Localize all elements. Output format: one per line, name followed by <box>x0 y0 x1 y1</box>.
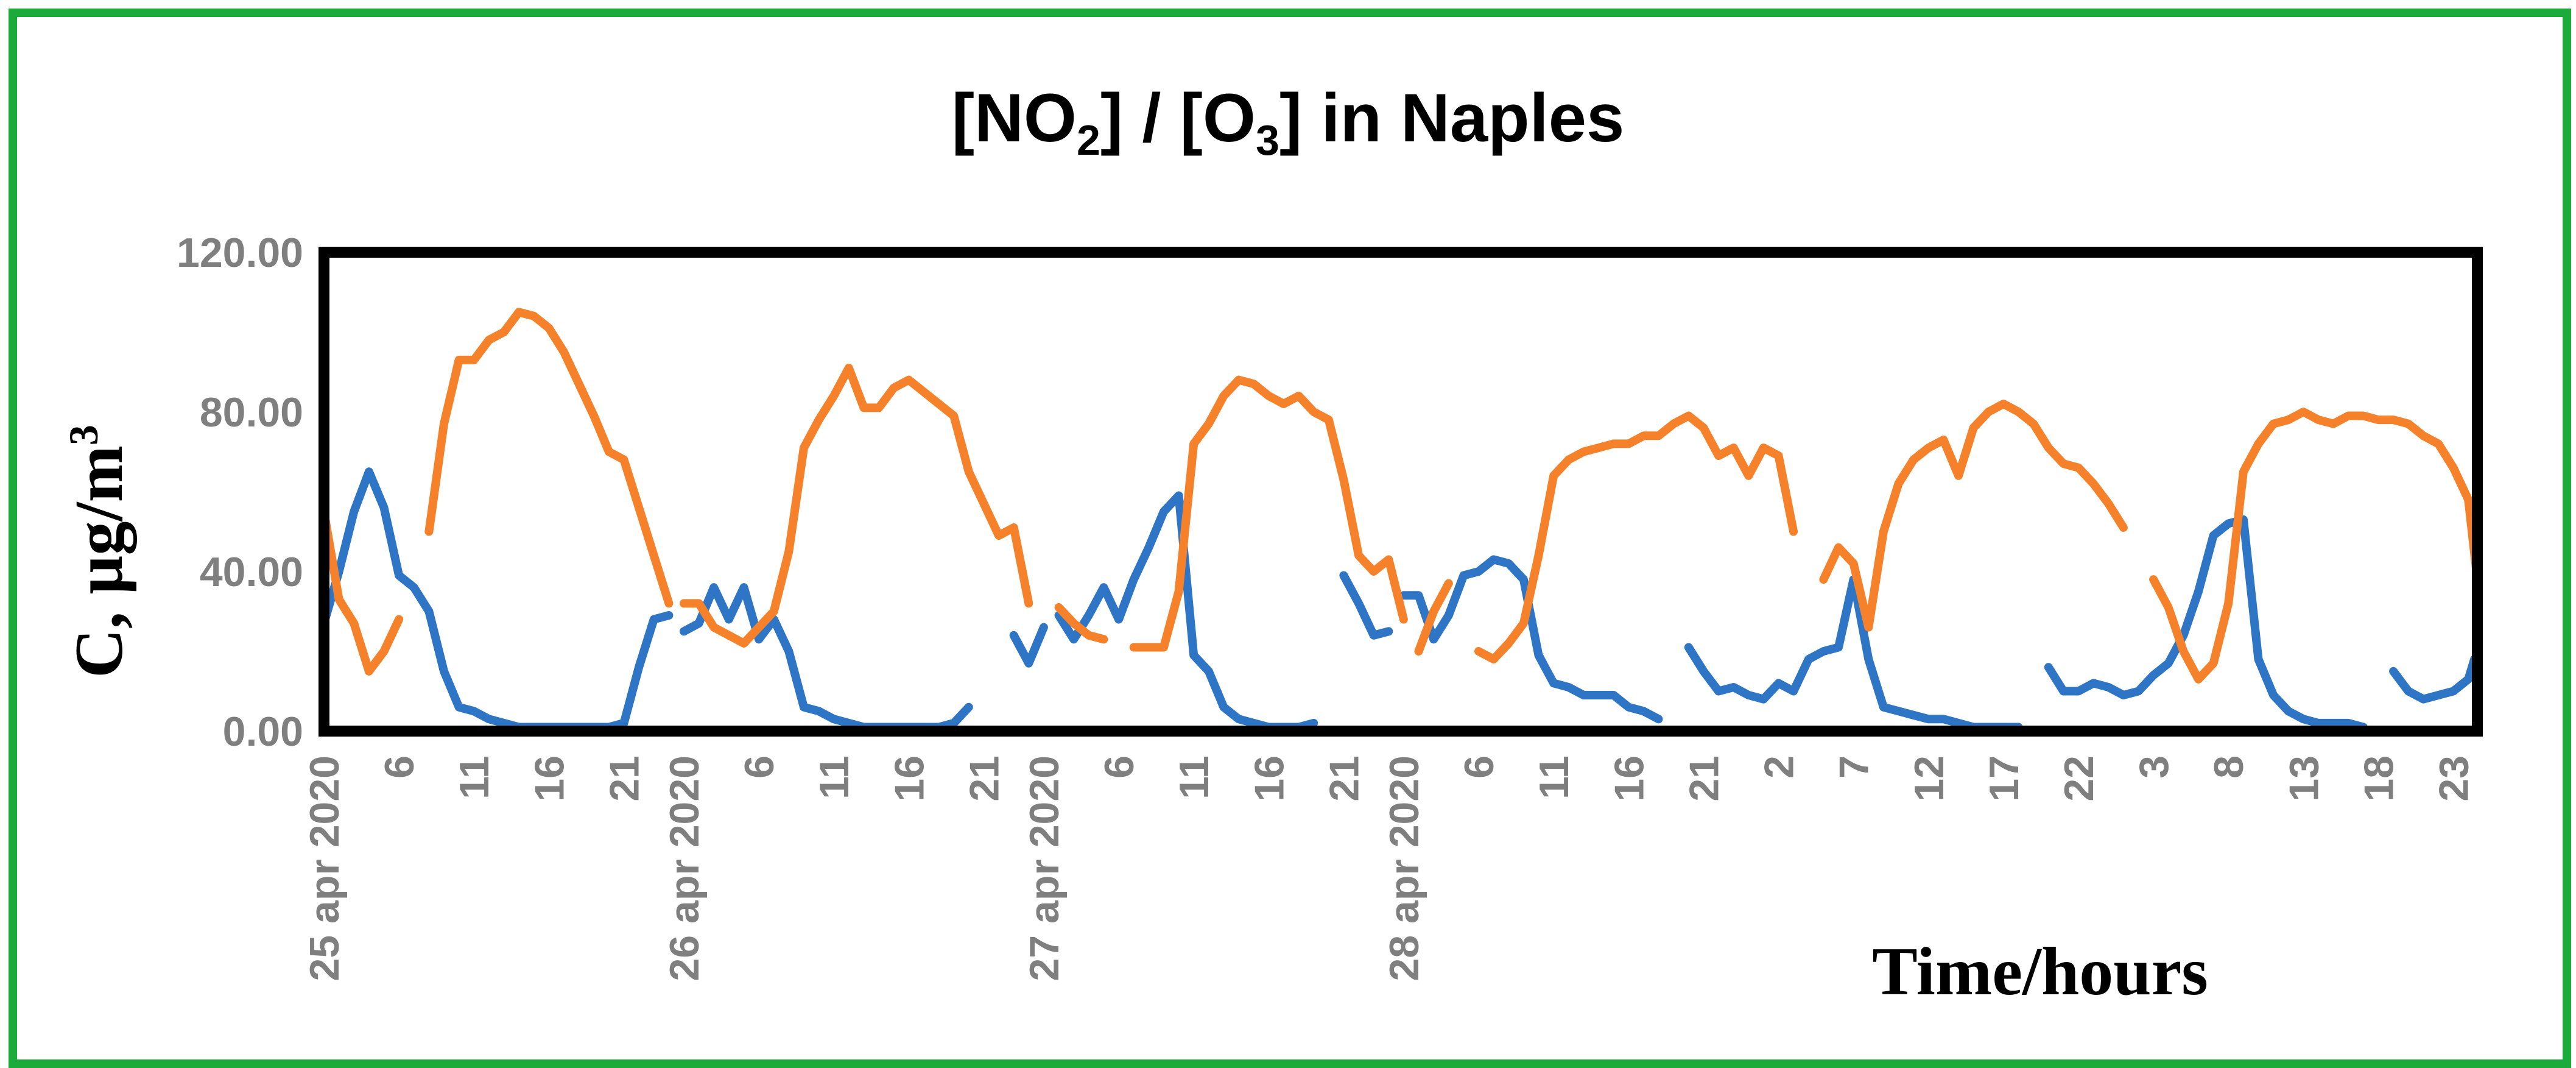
y-tick-label: 120.00 <box>177 230 303 276</box>
x-tick-label: 18 <box>2356 755 2402 802</box>
y-axis-label-sup: 3 <box>60 425 107 445</box>
x-tick-label: 16 <box>1246 755 1292 802</box>
title-sub-3: 3 <box>1256 116 1279 164</box>
series-line-segment-no2 <box>1684 575 2023 732</box>
series-line-segment-o3 <box>320 507 404 676</box>
x-tick-label: 12 <box>1906 755 1952 802</box>
x-tick-label: 6 <box>376 755 423 779</box>
title-part-3: ] in Naples <box>1279 80 1624 156</box>
series-line-segment-no2 <box>2044 515 2368 732</box>
y-tick-label: 0.00 <box>223 709 303 755</box>
series-line-segment-no2 <box>1339 571 1393 640</box>
chart-title: [NO2] / [O3] in Naples <box>952 80 1625 164</box>
x-tick-label: 11 <box>451 755 498 799</box>
x-tick-label: 25 apr 2020 <box>301 755 348 981</box>
series-line-segment-o3 <box>1129 375 1408 652</box>
x-tick-label: 22 <box>2056 755 2102 802</box>
title-part-1: [NO <box>952 80 1077 156</box>
x-tick-label: 28 apr 2020 <box>1381 755 1427 981</box>
x-tick-label: 21 <box>602 755 648 802</box>
title-sub-2: 2 <box>1077 116 1100 164</box>
x-tick-label: 17 <box>1981 755 2027 802</box>
series-line-segment-no2 <box>2389 655 2479 704</box>
y-axis-label-main: C, µg/m <box>62 445 137 678</box>
x-tick-label: 11 <box>1531 755 1577 799</box>
x-tick-label: 27 apr 2020 <box>1021 755 1068 981</box>
series-line-segment-no2 <box>320 467 674 732</box>
x-tick-label: 8 <box>2206 755 2252 779</box>
series-line-segment-o3 <box>1819 399 2128 632</box>
series-line-segment-no2 <box>1009 623 1048 668</box>
x-tick-label: 2 <box>1756 755 1803 779</box>
x-tick-label: 23 <box>2431 755 2477 802</box>
series-layer <box>320 308 2482 732</box>
x-tick-label: 6 <box>736 755 783 779</box>
x-tick-label: 11 <box>811 755 857 799</box>
x-tick-label: 13 <box>2281 755 2327 802</box>
plot-area-border <box>318 247 2483 737</box>
y-tick-label: 80.00 <box>200 389 303 436</box>
series-line-segment-o3 <box>2149 408 2482 684</box>
series-line-segment-o3 <box>680 364 1033 648</box>
series-line-segment-no2 <box>1399 555 1663 724</box>
series-line-segment-o3 <box>424 308 674 608</box>
x-tick-label: 6 <box>1096 755 1142 779</box>
x-tick-label: 26 apr 2020 <box>661 755 708 981</box>
y-axis-label: C, µg/m3 <box>60 425 137 678</box>
series-line-segment-o3 <box>1474 411 1798 664</box>
y-tick-label: 40.00 <box>200 549 303 595</box>
x-tick-label: 7 <box>1831 755 1877 779</box>
x-tick-label: 11 <box>1171 755 1217 799</box>
series-o3 <box>320 308 2482 684</box>
y-axis-ticks: 0.00 40.00 80.00 120.00 <box>177 230 303 755</box>
x-tick-label: 21 <box>1681 755 1727 802</box>
x-tick-label: 3 <box>2131 755 2177 779</box>
x-tick-label: 16 <box>526 755 572 802</box>
x-tick-label: 21 <box>962 755 1008 802</box>
x-tick-label: 6 <box>1456 755 1502 779</box>
chart-frame <box>9 9 2571 1068</box>
x-tick-label: 21 <box>1321 755 1367 802</box>
x-tick-label: 16 <box>886 755 932 802</box>
x-axis-ticks: 25 apr 2020 6 11 16 21 26 apr 2020 6 11 16 21 27 a… <box>301 755 2477 981</box>
series-line-segment-o3 <box>1414 579 1453 656</box>
x-axis-label: Time/hours <box>1872 934 2208 1010</box>
series-line-segment-o3 <box>1054 603 1108 644</box>
title-part-2: ] / [O <box>1100 80 1256 156</box>
x-tick-label: 16 <box>1606 755 1652 802</box>
series-line-segment-no2 <box>680 583 973 732</box>
